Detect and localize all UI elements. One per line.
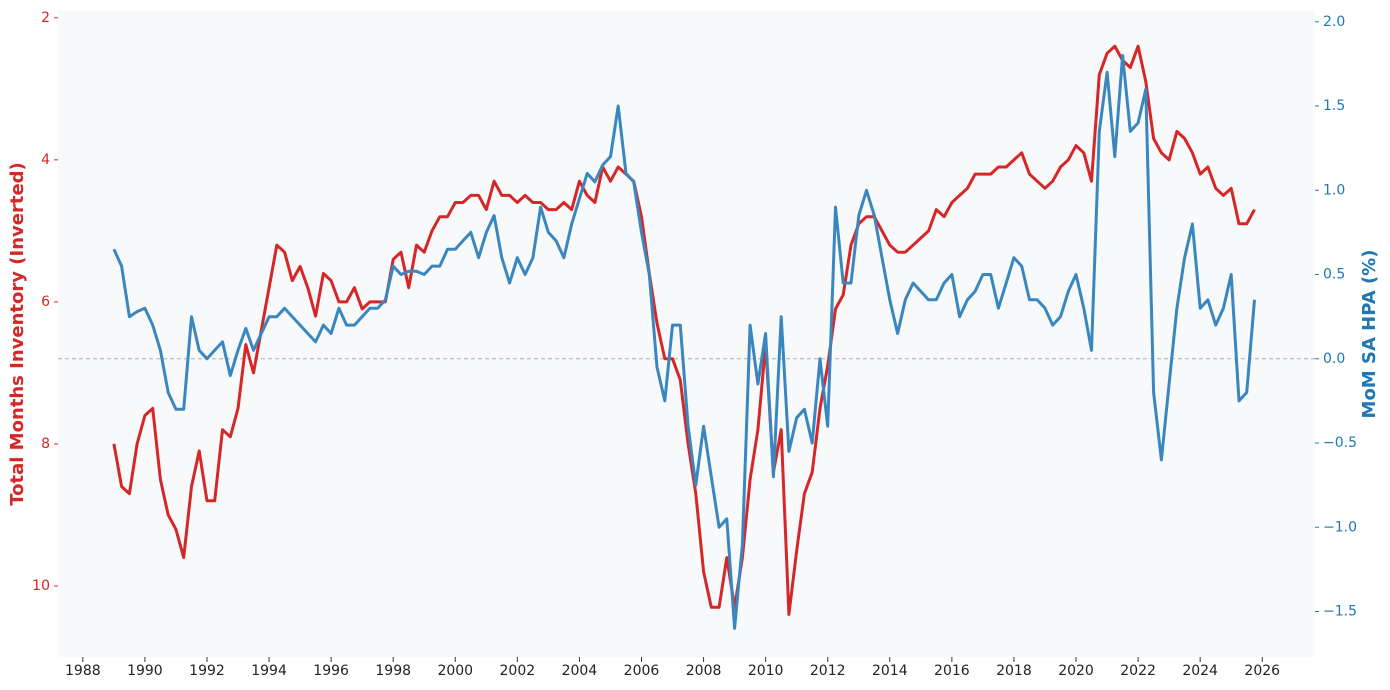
x-tick-label: 2018 xyxy=(996,663,1032,679)
plot-area xyxy=(58,10,1315,657)
y2-tick-label: 2.0 xyxy=(1323,14,1345,30)
x-tick-label: 2016 xyxy=(934,663,970,679)
x-tick-label: 2010 xyxy=(748,663,784,679)
y2-tick-label: −1.5 xyxy=(1323,604,1357,620)
x-tick-label: 2014 xyxy=(872,663,908,679)
x-tick-label: 1992 xyxy=(189,663,225,679)
y-tick-label: 6 xyxy=(41,294,50,310)
y2-axis-label: MoM SA HPA (%) xyxy=(1359,250,1380,419)
x-tick-label: 2024 xyxy=(1182,663,1218,679)
x-tick-label: 2008 xyxy=(686,663,722,679)
x-tick-label: 2012 xyxy=(810,663,846,679)
x-tick-label: 2004 xyxy=(562,663,598,679)
x-tick-label: 1988 xyxy=(65,663,101,679)
y-tick-label: 8 xyxy=(41,436,50,452)
y2-tick-label: −0.5 xyxy=(1323,435,1357,451)
x-tick-label: 2002 xyxy=(500,663,536,679)
x-tick-label: 1994 xyxy=(251,663,287,679)
data-line xyxy=(112,44,1256,616)
y2-tick-label: −1.0 xyxy=(1323,519,1357,535)
x-tick-label: 2020 xyxy=(1058,663,1094,679)
y-tick-label: 2 xyxy=(41,10,50,26)
y2-tick-label: 0.0 xyxy=(1323,351,1345,367)
y-axis-label: Total Months Inventory (Inverted) xyxy=(7,162,28,506)
y-tick-label: 4 xyxy=(41,152,50,168)
x-tick-label: 2026 xyxy=(1244,663,1280,679)
y2-tick-label: 1.5 xyxy=(1323,98,1345,114)
x-tick-label: 2022 xyxy=(1120,663,1156,679)
x-tick-label: 1990 xyxy=(127,663,163,679)
y-tick-label: 10 xyxy=(32,578,50,594)
data-line xyxy=(112,54,1256,630)
x-tick-label: 2000 xyxy=(437,663,473,679)
x-tick-label: 1996 xyxy=(313,663,349,679)
y2-tick-label: 1.0 xyxy=(1323,182,1345,198)
x-tick-label: 1998 xyxy=(375,663,411,679)
y2-tick-label: 0.5 xyxy=(1323,267,1345,283)
x-tick-label: 2006 xyxy=(624,663,660,679)
